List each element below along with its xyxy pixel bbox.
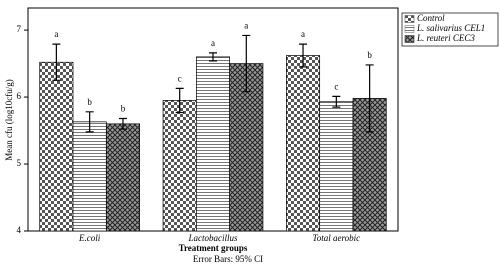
legend-label: Control	[417, 13, 445, 23]
x-tick-label: Total aerobic	[313, 233, 361, 243]
error-bar	[85, 111, 94, 133]
x-tick-label: E.coli	[78, 233, 101, 243]
bar	[286, 55, 321, 232]
bar-letter: a	[54, 29, 58, 39]
legend-label: L. reuteri CEC3	[416, 33, 475, 43]
error-bar	[209, 52, 217, 62]
bar-letter: c	[334, 81, 338, 91]
bar-letter: a	[211, 38, 215, 48]
bar	[196, 56, 231, 232]
bar-letter: b	[367, 50, 372, 60]
bar-letter: a	[301, 29, 305, 39]
error-bar	[299, 43, 308, 68]
bar-letter: a	[244, 21, 248, 31]
bar-letter: c	[178, 73, 182, 83]
error-bar	[365, 64, 374, 133]
y-tick-label: 5	[17, 158, 22, 168]
x-axis-label: Treatment groups	[179, 243, 248, 253]
error-bar	[118, 117, 127, 130]
error-bar	[332, 95, 341, 108]
bar	[105, 123, 140, 232]
bar-letter: b	[87, 97, 92, 107]
error-bar	[242, 34, 251, 93]
footnote: Error Bars: 95% CI	[193, 254, 263, 264]
bar	[319, 101, 354, 232]
bar	[162, 100, 197, 232]
bar	[72, 121, 107, 232]
y-tick-label: 6	[17, 91, 22, 101]
y-tick-label: 4	[17, 225, 22, 235]
legend-box	[401, 12, 499, 47]
error-bar	[175, 87, 184, 114]
x-tick-label: Lactobacillus	[188, 233, 238, 243]
legend-swatch	[404, 35, 415, 43]
legend-label: L. salivarius CEL1	[416, 23, 485, 33]
y-axis-label: Mean cfu (log10cfu/g)	[4, 79, 14, 160]
y-tick-label: 7	[17, 24, 22, 34]
legend-swatch	[404, 15, 415, 23]
bar-letter: b	[121, 104, 126, 114]
error-bar	[52, 43, 61, 81]
bar	[39, 61, 74, 232]
legend-swatch	[404, 25, 415, 33]
